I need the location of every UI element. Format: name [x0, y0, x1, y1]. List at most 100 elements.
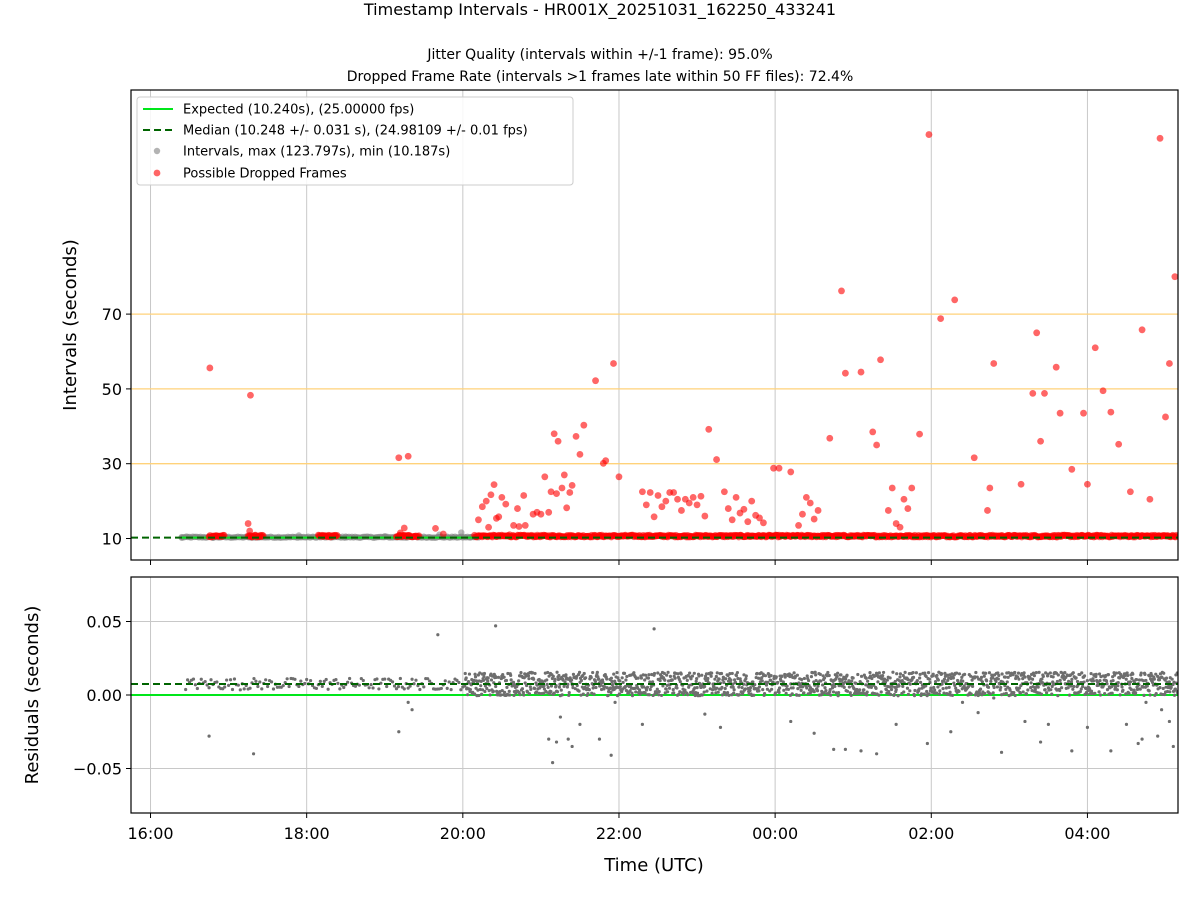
residual-point	[790, 692, 794, 696]
residual-point	[1165, 689, 1170, 694]
residual-point	[720, 693, 725, 697]
residual-point	[1046, 672, 1050, 676]
residual-point	[755, 671, 759, 676]
residual-point	[1123, 673, 1127, 678]
residual-point	[1138, 687, 1142, 691]
residual-point	[579, 678, 584, 683]
residual-point	[584, 676, 588, 680]
residual-point	[1144, 678, 1148, 683]
residual-point	[620, 690, 624, 694]
residual-point	[657, 693, 661, 697]
residual-point	[897, 684, 901, 688]
residual-point	[645, 685, 650, 689]
residual-point	[512, 693, 516, 697]
residual-point	[922, 692, 926, 696]
residual-point	[668, 674, 673, 679]
residual-point	[486, 679, 490, 683]
residual-point	[776, 680, 780, 685]
residual-point	[195, 686, 199, 691]
residual-point	[802, 676, 807, 681]
residual-point	[826, 670, 830, 675]
residual-point	[285, 677, 289, 681]
residual-point	[1075, 679, 1080, 684]
dropped-frame-point	[744, 518, 752, 526]
residual-point	[1033, 687, 1037, 691]
residual-point	[908, 682, 912, 686]
residual-point	[955, 671, 959, 675]
residual-point	[1004, 691, 1008, 695]
residual-point	[1124, 722, 1129, 727]
residual-point	[831, 690, 836, 694]
dropped-frame-point	[646, 489, 654, 496]
residual-point	[361, 678, 365, 683]
residual-point	[439, 686, 443, 691]
residual-point	[925, 689, 929, 694]
dropped-frame-point	[806, 499, 814, 507]
residual-point	[905, 686, 910, 690]
dropped-frame-point	[566, 489, 574, 496]
residual-point	[724, 677, 728, 681]
residual-point	[805, 674, 809, 678]
residual-point	[630, 691, 634, 695]
residual-point	[1050, 692, 1054, 696]
residual-point	[601, 680, 605, 684]
residual-point	[799, 688, 803, 692]
residual-point	[689, 677, 693, 681]
residual-point	[545, 682, 549, 686]
residual-point	[485, 686, 489, 691]
residual-point	[383, 677, 387, 681]
residual-point	[679, 672, 683, 676]
residual-point	[740, 686, 744, 690]
residual-point	[318, 679, 322, 683]
residual-point	[987, 671, 992, 675]
legend-box	[136, 96, 574, 186]
residual-point	[1039, 692, 1044, 696]
residual-point	[324, 677, 328, 682]
interval-point	[458, 529, 465, 536]
residual-point	[256, 684, 260, 689]
residual-point	[976, 711, 980, 715]
residual-point	[230, 687, 235, 692]
dropped-frame-point	[558, 484, 566, 492]
residual-point	[1056, 673, 1060, 677]
residual-point	[545, 678, 549, 682]
residual-point	[1170, 677, 1174, 681]
residual-point	[605, 677, 609, 681]
residual-point	[647, 693, 651, 697]
residual-point	[1017, 677, 1021, 681]
residual-point	[715, 686, 719, 690]
residual-point	[1081, 684, 1085, 689]
residual-point	[551, 674, 555, 678]
residual-point	[715, 671, 719, 675]
residual-point	[652, 671, 657, 676]
residual-point	[642, 685, 646, 689]
residual-point	[815, 689, 820, 693]
residual-point	[1044, 691, 1049, 695]
residual-point	[555, 670, 559, 674]
residual-point	[864, 676, 868, 680]
dropped-frame-point	[810, 515, 818, 523]
dropped-frame-point	[1138, 326, 1146, 334]
chart-subtitle-jitter: Jitter Quality (intervals within +/-1 fr…	[427, 47, 773, 63]
residual-point	[697, 674, 701, 678]
dropped-frame-point	[602, 457, 610, 465]
dropped-frame-point	[760, 519, 767, 527]
residual-point	[663, 678, 667, 682]
residual-point	[881, 674, 885, 678]
residual-point	[859, 749, 863, 753]
residual-point	[526, 674, 531, 678]
residual-point	[812, 690, 816, 694]
residual-point	[191, 677, 196, 681]
residual-point	[565, 685, 569, 689]
residual-point	[532, 686, 537, 691]
residual-point	[1148, 674, 1152, 678]
residual-point	[655, 687, 659, 691]
dropped-frame-point	[1037, 437, 1044, 445]
dropped-frame-point	[685, 499, 693, 507]
residual-point	[970, 684, 975, 688]
residual-point	[1085, 678, 1089, 683]
dropped-frame-point	[1041, 389, 1048, 397]
residual-point	[757, 685, 762, 689]
dropped-frame-point	[514, 505, 521, 512]
residual-point	[924, 674, 928, 679]
